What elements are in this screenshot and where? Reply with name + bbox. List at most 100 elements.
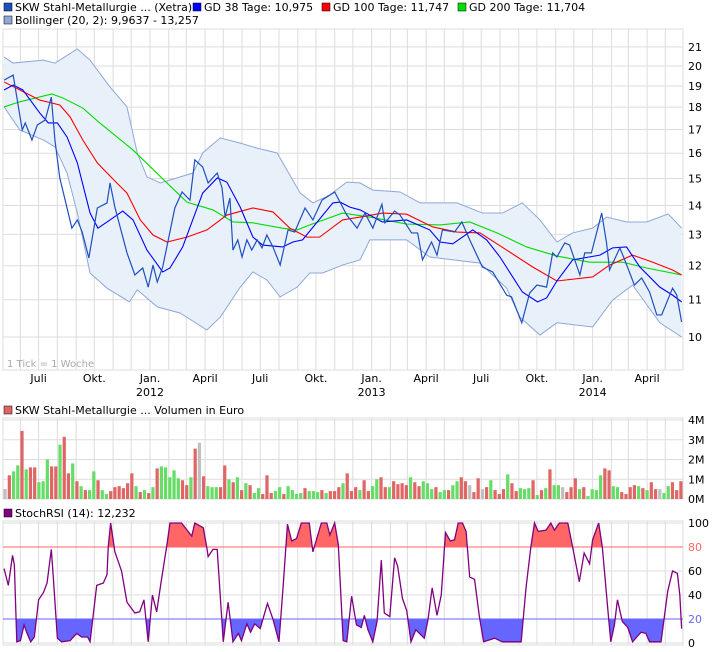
bollinger-legend-label: Bollinger (20, 2): 9,9637 - 13,257 <box>15 14 199 27</box>
volume-bar <box>227 479 231 499</box>
volume-bar <box>442 490 446 499</box>
volume-bar <box>497 494 501 499</box>
bollinger-upper-line <box>3 48 682 243</box>
volume-bar <box>451 485 455 499</box>
volume-bar <box>354 487 358 499</box>
x-axis-tick-label: Juli <box>251 372 268 385</box>
volume-bar <box>231 482 235 499</box>
volume-bar <box>96 480 100 499</box>
volume-bar <box>223 465 227 499</box>
volume-bar <box>679 481 683 499</box>
volume-bar <box>307 491 311 499</box>
volume-bar <box>176 478 180 499</box>
volume-panel <box>3 430 683 499</box>
volume-bar <box>49 466 54 499</box>
volume-bar <box>324 493 328 499</box>
volume-bar <box>24 469 28 499</box>
volume-bar <box>45 459 49 499</box>
volume-bar <box>501 489 506 499</box>
volume-bar <box>180 480 185 499</box>
volume-bar <box>370 486 375 499</box>
volume-bar <box>7 475 11 499</box>
volume-bar <box>159 466 163 499</box>
price-axis-tick: 15 <box>688 172 702 185</box>
volume-bar <box>468 485 472 499</box>
volume-bar <box>670 482 675 499</box>
x-axis-year-label: 2012 <box>136 386 164 399</box>
volume-bar <box>189 477 193 499</box>
volume-bar <box>87 490 92 499</box>
volume-bar <box>535 495 539 499</box>
price-axis-tick: 20 <box>688 60 702 73</box>
volume-bar <box>206 486 210 499</box>
stochrsi-axis-tick: 60 <box>688 565 702 578</box>
price-axis-tick: 13 <box>688 228 702 241</box>
volume-bar <box>476 478 480 499</box>
volume-bar <box>603 468 607 499</box>
volume-bar <box>202 476 206 499</box>
volume-bar <box>430 489 434 499</box>
volume-bar <box>109 491 113 499</box>
volume-bar <box>582 487 586 499</box>
volume-bar <box>514 491 518 499</box>
bollinger-legend-swatch <box>3 15 13 25</box>
volume-bar <box>556 485 561 499</box>
volume-bar <box>142 490 147 499</box>
volume-bar <box>387 487 392 499</box>
volume-bar <box>425 483 430 499</box>
volume-bar <box>163 467 168 499</box>
volume-bar <box>552 485 556 499</box>
tick-note: 1 Tick = 1 Woche <box>7 359 94 370</box>
volume-bar <box>455 481 459 499</box>
volume-bar <box>11 471 16 499</box>
bollinger-lower-line <box>3 106 682 338</box>
volume-bar <box>37 482 41 499</box>
price-legend-label: SKW Stahl-Metallurgie ... (Xetra) <box>15 1 192 14</box>
gd100-line <box>3 81 682 282</box>
volume-bar <box>434 487 438 499</box>
volume-bar <box>269 493 273 499</box>
gd38-line <box>3 84 682 303</box>
volume-bar <box>286 486 290 499</box>
volume-bar <box>28 467 33 499</box>
volume-bar <box>484 487 489 499</box>
volume-legend-label: SKW Stahl-Metallurgie ... Volumen in Eur… <box>15 404 244 417</box>
volume-bar <box>155 468 159 499</box>
volume-bar <box>624 494 628 499</box>
volume-bar <box>282 494 286 499</box>
volume-bar <box>586 496 590 499</box>
volume-bar <box>662 493 666 499</box>
volume-bar <box>421 481 425 499</box>
volume-bar <box>341 483 345 499</box>
volume-bar <box>607 470 611 499</box>
volume-bar <box>147 493 151 499</box>
volume-bar <box>523 489 527 499</box>
x-axis-tick-label: Okt. <box>304 372 327 385</box>
price-axis-tick: 18 <box>688 101 702 114</box>
gd38-legend-label: GD 38 Tage: 10,975 <box>204 1 313 14</box>
volume-axis-tick: 1M <box>688 473 705 486</box>
volume-bar <box>653 489 658 499</box>
volume-bar <box>649 482 653 499</box>
stochrsi-axis-tick: 40 <box>688 589 702 602</box>
price-axis-tick: 11 <box>688 294 702 307</box>
volume-bar <box>641 488 645 499</box>
bollinger-band-fill <box>4 48 682 338</box>
volume-bar <box>628 487 632 499</box>
volume-bar <box>265 475 269 499</box>
volume-bar <box>252 493 256 499</box>
volume-bar <box>134 486 138 499</box>
volume-bar <box>100 490 104 499</box>
volume-bar <box>294 494 299 499</box>
price-axis-tick: 14 <box>688 199 702 212</box>
gd38-legend-swatch <box>192 2 202 12</box>
volume-bar <box>273 491 278 499</box>
volume-bar <box>75 481 79 499</box>
x-axis-tick-label: Okt. <box>83 372 106 385</box>
volume-bar <box>637 486 641 499</box>
volume-bar <box>235 477 240 499</box>
price-axis-tick: 10 <box>688 331 702 344</box>
panel-frame <box>2 520 684 646</box>
price-axis-tick: 12 <box>688 260 702 273</box>
volume-axis-tick: 2M <box>688 454 705 467</box>
